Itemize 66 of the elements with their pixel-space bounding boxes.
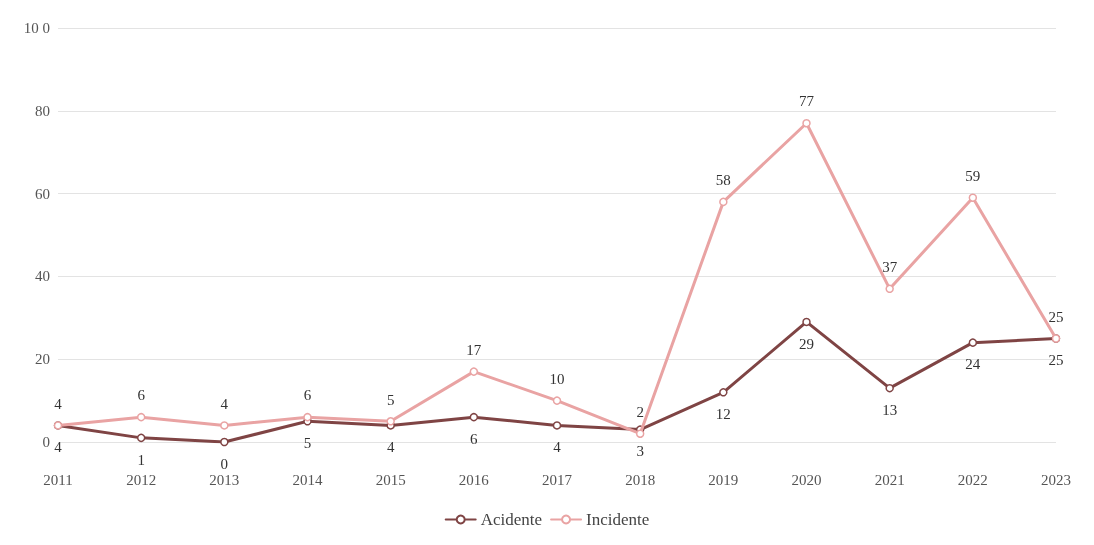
point — [136, 433, 146, 443]
data-label: 5 — [386, 391, 395, 408]
legend-label: Acidente — [480, 510, 543, 529]
x-tick-label: 2012 — [126, 471, 157, 488]
point — [136, 412, 146, 422]
x-tick-label: 2015 — [375, 471, 406, 488]
data-label: 59 — [965, 167, 981, 184]
data-label: 0 — [220, 455, 229, 472]
y-tick-label: 10 0 — [23, 20, 50, 36]
data-label: 1 — [137, 451, 145, 468]
data-label: 12 — [715, 406, 731, 423]
point — [968, 338, 978, 347]
data-label: 77 — [799, 93, 815, 110]
data-label: 4 — [220, 395, 229, 412]
y-tick-label: 60 — [35, 185, 50, 202]
data-label: 10 — [549, 370, 565, 387]
data-label: 6 — [137, 387, 146, 404]
point — [802, 118, 811, 128]
point — [220, 437, 229, 447]
point — [885, 383, 894, 393]
x-tick-label: 2013 — [209, 471, 240, 488]
x-tick-label: 2022 — [957, 471, 988, 488]
data-label: 25 — [1048, 308, 1064, 325]
data-label: 3 — [636, 443, 644, 460]
data-label: 13 — [882, 401, 898, 418]
data-label: 17 — [466, 341, 482, 358]
data-label: 4 — [386, 439, 395, 456]
data-label: 4 — [54, 439, 63, 456]
x-tick-label: 2018 — [625, 471, 656, 488]
point — [635, 429, 645, 438]
x-tick-label: 2014 — [292, 471, 323, 488]
point — [885, 284, 894, 294]
data-label: 4 — [553, 439, 562, 456]
x-tick-label: 2017 — [542, 471, 573, 488]
data-label: 25 — [1048, 352, 1064, 369]
x-tick-label: 2021 — [874, 471, 905, 488]
point — [469, 412, 479, 422]
data-label: 5 — [303, 435, 312, 452]
x-tick-label: 2016 — [458, 471, 490, 488]
point — [968, 193, 978, 202]
point — [552, 396, 562, 405]
point — [552, 421, 562, 430]
point — [469, 367, 479, 376]
point — [303, 412, 312, 422]
data-label: 24 — [965, 356, 981, 373]
data-label: 29 — [799, 335, 814, 352]
y-tick-label: 80 — [35, 102, 50, 119]
data-label: 6 — [303, 387, 312, 404]
y-tick-label: 0 — [42, 434, 50, 450]
y-tick-label: 20 — [35, 351, 50, 368]
data-label: 37 — [882, 259, 898, 276]
point — [386, 417, 395, 426]
legend-label: Incidente — [586, 510, 650, 529]
point — [719, 388, 728, 397]
x-tick-label: 2020 — [791, 471, 822, 488]
x-tick-label: 2023 — [1041, 471, 1071, 488]
data-label: 4 — [54, 395, 63, 412]
x-tick-label: 2011 — [43, 471, 73, 488]
y-tick-label: 40 — [35, 268, 50, 285]
data-label: 6 — [470, 430, 479, 447]
x-tick-label: 2019 — [708, 471, 739, 488]
point — [220, 421, 229, 430]
data-label: 58 — [715, 172, 731, 189]
point — [802, 317, 811, 327]
data-label: 2 — [636, 403, 644, 420]
point — [719, 197, 728, 207]
